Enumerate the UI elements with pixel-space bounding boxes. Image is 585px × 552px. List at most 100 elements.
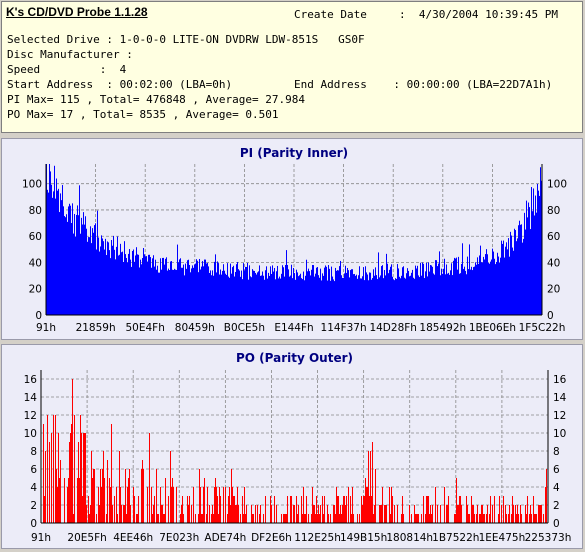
- po-bar: [417, 514, 418, 523]
- pi-bar: [248, 279, 249, 315]
- pi-bar: [423, 263, 424, 315]
- pi-bar: [72, 203, 73, 315]
- po-bar: [338, 496, 339, 523]
- pi-bar: [400, 278, 401, 315]
- po-bar: [472, 505, 473, 523]
- po-bar: [444, 487, 445, 523]
- pi-bar: [201, 266, 202, 315]
- pi-bar: [389, 269, 390, 315]
- pi-bar: [499, 262, 500, 315]
- po-bar: [72, 379, 73, 523]
- po-bar: [176, 487, 177, 523]
- po-bar: [129, 469, 130, 523]
- po-bar: [336, 487, 337, 523]
- pi-bar: [313, 265, 314, 315]
- po-y-tick-right: 8: [553, 446, 560, 458]
- pi-bar: [374, 275, 375, 315]
- po-x-tick-label: 225373h: [525, 532, 572, 544]
- pi-bar: [283, 267, 284, 315]
- pi-bar: [354, 273, 355, 315]
- po-bar: [164, 514, 165, 523]
- pi-bar: [166, 257, 167, 315]
- pi-bar: [123, 261, 124, 315]
- pi-bar: [351, 269, 352, 315]
- pi-bar: [458, 256, 459, 315]
- po-y-tick-right: 14: [553, 392, 567, 404]
- pi-bar: [289, 276, 290, 315]
- po-bar: [437, 505, 438, 523]
- pi-bar: [471, 266, 472, 315]
- pi-bar: [191, 268, 192, 315]
- pi-x-tick-label: 80459h: [175, 322, 215, 334]
- pi-bar: [137, 254, 138, 315]
- pi-bar: [453, 260, 454, 315]
- pi-bar: [492, 248, 493, 315]
- pi-bar: [296, 269, 297, 315]
- pi-bar: [48, 192, 49, 315]
- po-bar: [308, 514, 309, 523]
- pi-bar: [113, 235, 114, 315]
- pi-bar: [382, 265, 383, 315]
- po-bar: [69, 442, 70, 523]
- pi-bar: [452, 275, 453, 315]
- pi-x-tick-label: 50E4Fh: [126, 322, 165, 334]
- pi-bar: [310, 275, 311, 315]
- po-bar: [503, 496, 504, 523]
- po-bar: [130, 505, 131, 523]
- pi-bar: [99, 251, 100, 315]
- pi-bar: [308, 268, 309, 315]
- pi-bar: [446, 264, 447, 315]
- pi-bar: [74, 213, 75, 315]
- pi-y-tick-left: 40: [29, 257, 42, 269]
- po-bar: [112, 505, 113, 523]
- po-bar: [312, 487, 313, 523]
- pi-bar: [279, 276, 280, 315]
- pi-bar: [59, 212, 60, 315]
- pi-bar: [156, 269, 157, 315]
- pi-bar: [299, 275, 300, 315]
- pi-bar: [253, 270, 254, 315]
- pi-bar: [393, 279, 394, 315]
- po-bar: [486, 514, 487, 523]
- pi-bar: [386, 253, 387, 315]
- po-bar: [364, 496, 365, 523]
- pi-bar: [366, 272, 367, 315]
- pi-bar: [125, 254, 126, 315]
- po-bar: [73, 514, 74, 523]
- po-bar: [319, 514, 320, 523]
- po-bar: [125, 469, 126, 523]
- pi-bar: [159, 272, 160, 315]
- pi-bar: [475, 262, 476, 315]
- pi-bar: [501, 240, 502, 315]
- pi-x-tick-label: B0CE5h: [224, 322, 265, 334]
- pi-bar: [361, 278, 362, 315]
- po-bar: [151, 487, 152, 523]
- po-bar: [298, 505, 299, 523]
- pi-bar: [161, 269, 162, 315]
- pi-bar: [482, 262, 483, 315]
- po-bar: [389, 487, 390, 523]
- po-bar: [365, 478, 366, 523]
- pi-y-tick-right: 80: [547, 205, 560, 217]
- pi-bar: [490, 261, 491, 315]
- po-bar: [117, 514, 118, 523]
- pi-bar: [359, 266, 360, 315]
- pi-bar: [311, 269, 312, 315]
- pi-bar: [58, 188, 59, 315]
- pi-bar: [227, 263, 228, 315]
- po-bar: [473, 505, 474, 523]
- pi-bar: [304, 280, 305, 315]
- pi-bar: [507, 249, 508, 315]
- pi-bar: [429, 271, 430, 315]
- po-bar: [316, 496, 317, 523]
- po-bar: [320, 505, 321, 523]
- po-bar: [86, 505, 87, 523]
- po-bar: [505, 505, 506, 523]
- pi-bar: [484, 259, 485, 315]
- po-bar: [468, 514, 469, 523]
- pi-bar: [345, 265, 346, 315]
- po-bar: [91, 451, 92, 523]
- pi-bar: [365, 266, 366, 315]
- pi-bar: [62, 185, 63, 315]
- po-bar: [379, 505, 380, 523]
